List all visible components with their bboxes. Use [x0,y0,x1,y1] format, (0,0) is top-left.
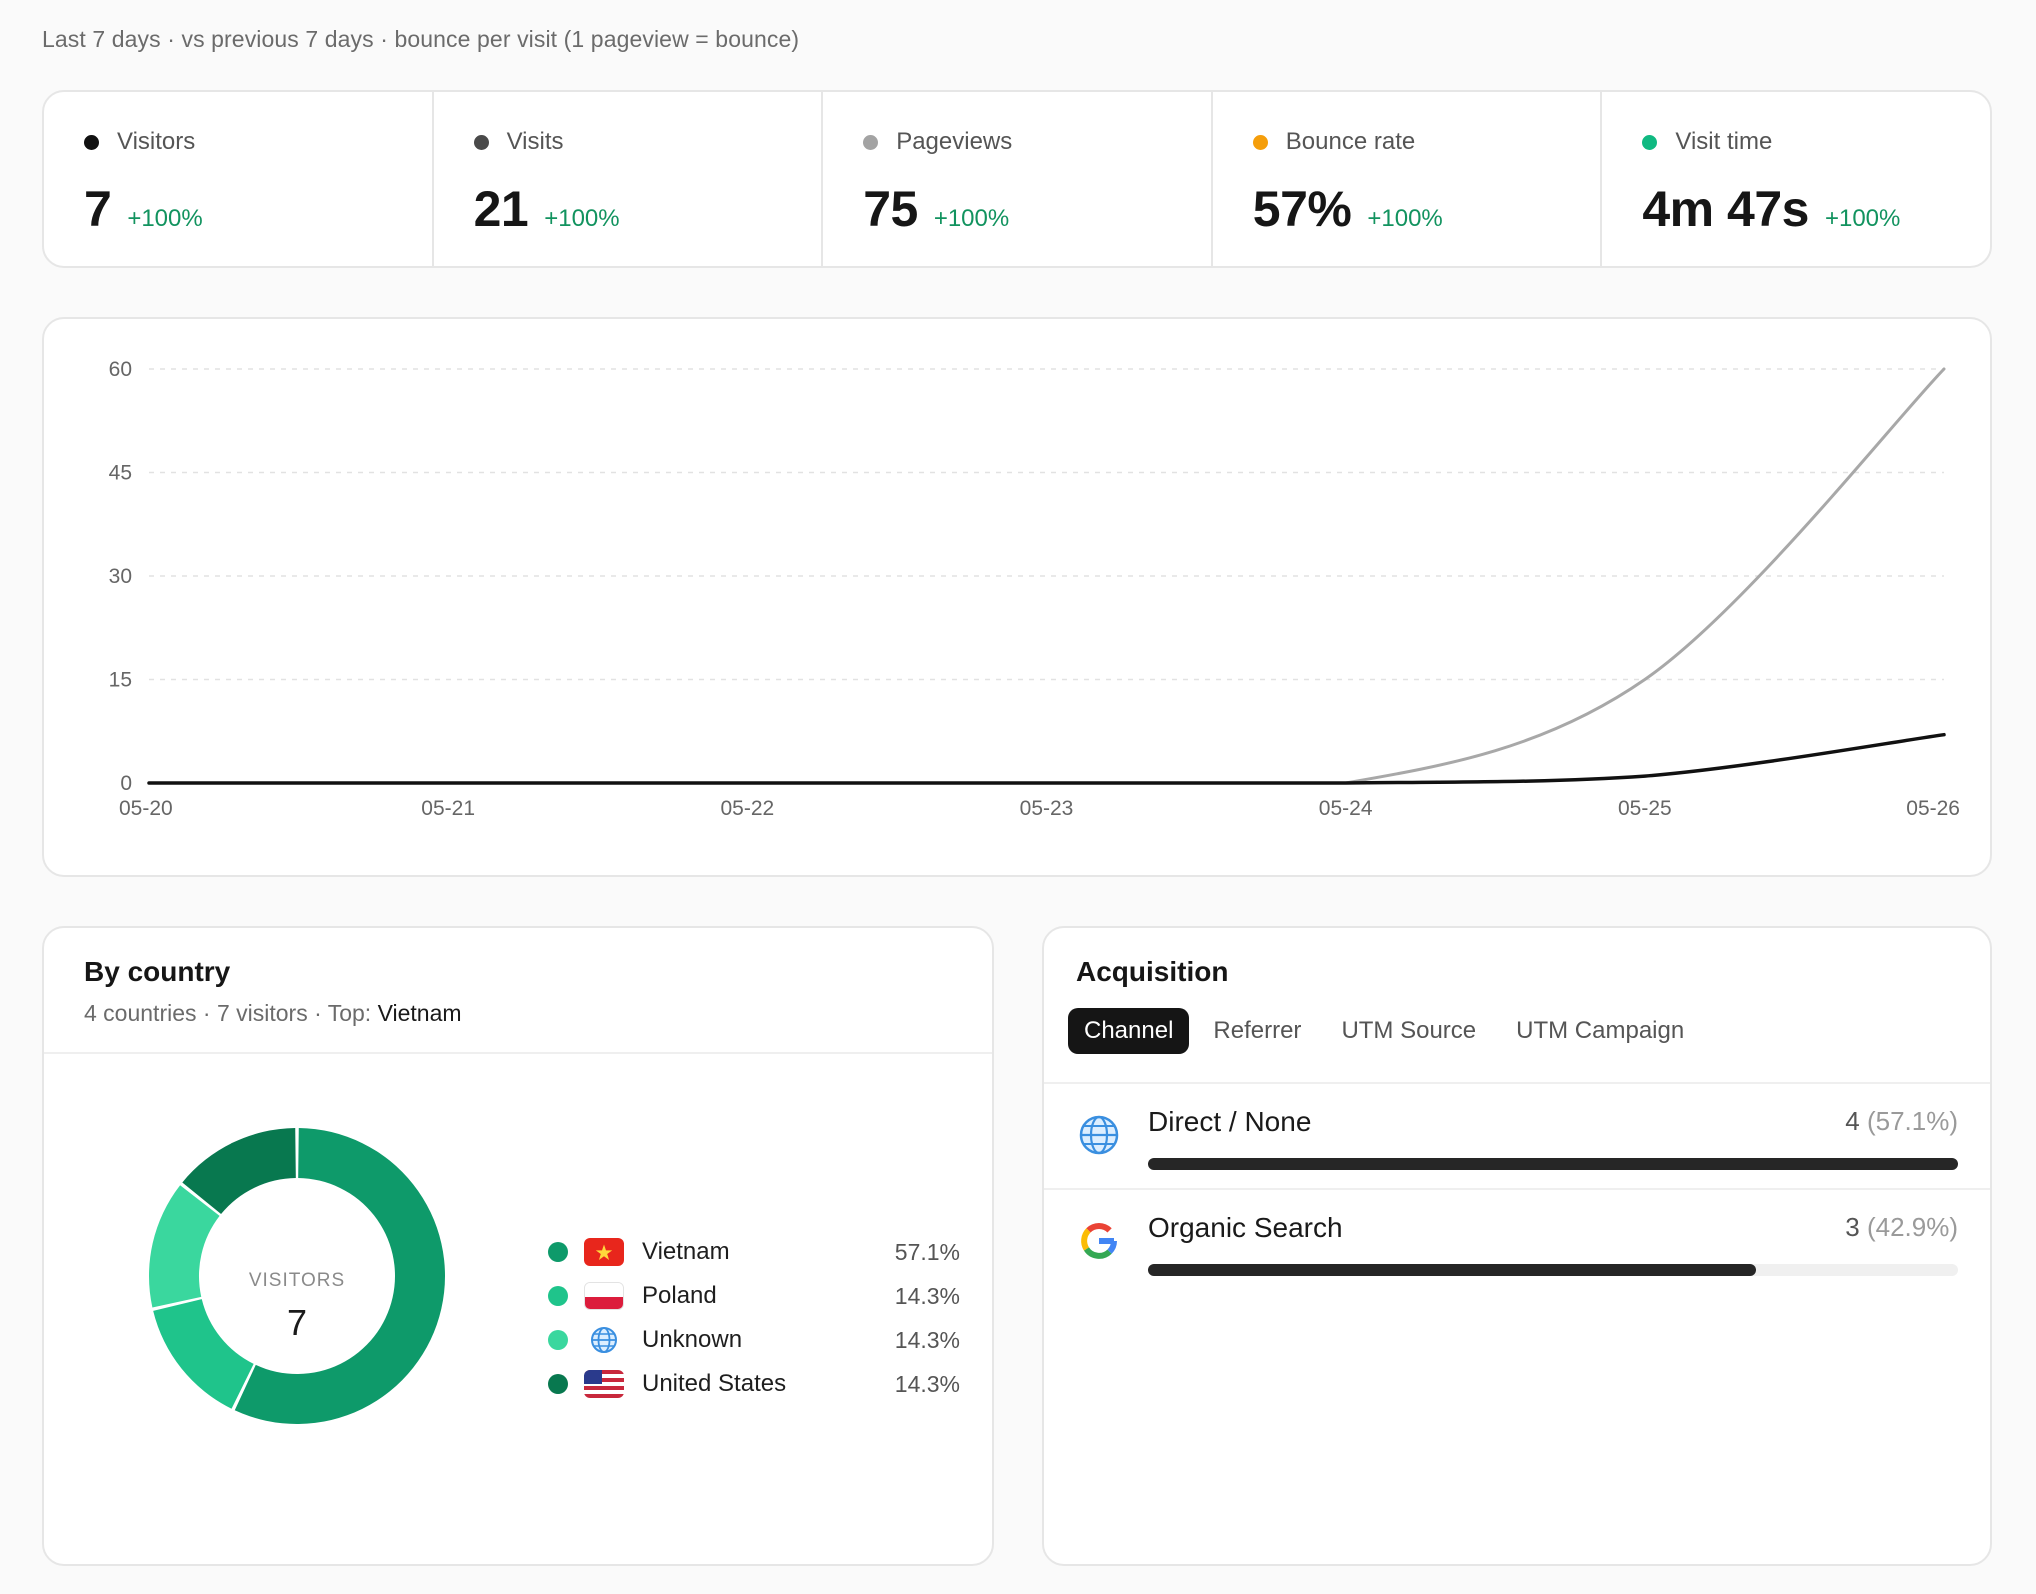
kpi-change: +100% [1824,205,1901,232]
tab-channel[interactable]: Channel [1068,1008,1190,1054]
visitors-dot [84,134,99,150]
legend-pct: 14.3% [894,1326,960,1353]
acquisition-row-direct[interactable]: Direct / None 4 (57.1%) [1044,1084,1990,1190]
kpi-value: 4m 47s [1642,181,1809,237]
legend-pct: 14.3% [894,1370,960,1397]
y-tick-label: 15 [109,669,132,692]
y-tick-label: 45 [109,462,132,485]
google-icon [1081,1223,1117,1259]
kpi-strip: Visitors 7 +100% Visits 21 +100% Pagevie… [42,90,1992,268]
donut-slice-poland[interactable] [153,1299,254,1409]
legend-name: Poland [642,1282,717,1309]
series-line-2 [147,732,1946,785]
kpi-label: Visitors [117,128,196,155]
x-tick-label: 05-24 [1319,797,1373,820]
legend-row-poland[interactable]: Poland 14.3% [548,1274,960,1318]
donut-center-value: 7 [286,1302,308,1343]
poland-flag-icon [584,1282,624,1310]
donut-slice-vietnam[interactable] [234,1128,445,1424]
acquisition-bar-fill [1148,1158,1958,1170]
visit-time-dot [1642,134,1658,150]
donut-slice-united-states[interactable] [182,1128,296,1215]
y-tick-label: 60 [109,358,132,381]
acquisition-row-organic-search[interactable]: Organic Search 3 (42.9%) [1044,1190,1990,1296]
bounce-rate-dot [1252,134,1268,150]
acquisition-bar-track [1148,1264,1958,1276]
acquisition-bar-fill [1148,1264,1756,1276]
donut-center-label: VISITORS [248,1270,346,1291]
vietnam-flag-icon [584,1238,624,1266]
kpi-change: +100% [127,205,203,232]
acquisition-count: 4 (57.1%) [1845,1106,1958,1137]
x-tick-label: 05-22 [720,797,774,820]
kpi-change: +100% [933,205,1010,232]
kpi-pageviews[interactable]: Pageviews 75 +100% [823,92,1213,266]
legend-dot [548,1242,568,1262]
acquisition-count: 3 (42.9%) [1845,1212,1958,1243]
acquisition-tabs: Channel Referrer UTM Source UTM Campaign [1068,1008,1990,1054]
acquisition-count-value: 3 [1845,1212,1860,1242]
legend-name: United States [642,1370,787,1397]
acquisition-count-value: 4 [1845,1106,1860,1136]
x-tick-label: 05-20 [119,797,173,820]
legend-dot [548,1330,568,1350]
kpi-change: +100% [544,205,620,232]
country-legend: Vietnam 57.1% Poland 14.3% Unknown 14.3% [548,1230,960,1406]
y-tick-label: 0 [120,772,132,795]
kpi-visitors[interactable]: Visitors 7 +100% [44,92,434,266]
kpi-label: Visit time [1675,128,1773,155]
kpi-label: Visits [506,128,564,155]
kpi-value: 21 [473,181,529,237]
acquisition-count-pct: (57.1%) [1866,1106,1958,1136]
acquisition-count-pct: (42.9%) [1866,1212,1958,1242]
acquisition-title: Acquisition [1076,956,1229,987]
visits-dot [473,134,489,150]
page-subtitle: Last 7 days · vs previous 7 days · bounc… [42,26,800,52]
kpi-value: 75 [863,181,918,237]
kpi-bounce-rate[interactable]: Bounce rate 57% +100% [1213,92,1603,266]
globe-icon [584,1326,624,1354]
legend-row-united-states[interactable]: United States 14.3% [548,1362,960,1406]
country-title: By country [84,956,231,987]
legend-name: Vietnam [642,1238,730,1265]
series-line-1 [147,367,1946,785]
pageviews-dot [863,134,879,150]
kpi-change: +100% [1367,205,1443,232]
legend-pct: 14.3% [894,1282,960,1309]
legend-row-vietnam[interactable]: Vietnam 57.1% [548,1230,960,1274]
country-donut-chart [149,1128,445,1424]
traffic-line-chart: 0 15 30 45 60 05-20 05-21 05-22 05-23 05-24 05-25 0… [109,358,1960,820]
country-subtitle: 4 countries · 7 visitors · Top: Vietnam [84,1000,992,1027]
legend-dot [548,1374,568,1394]
tab-referrer[interactable]: Referrer [1213,1017,1302,1044]
x-tick-label: 05-21 [421,797,475,820]
united-states-flag-icon [584,1370,624,1398]
traffic-chart-card: 0 15 30 45 60 05-20 05-21 05-22 05-23 05-24 05-25 0… [42,317,1992,877]
tab-utm-source[interactable]: UTM Source [1341,1017,1477,1044]
top-country: Vietnam [377,1000,462,1026]
x-tick-label: 05-23 [1020,797,1074,820]
kpi-visits[interactable]: Visits 21 +100% [434,92,824,266]
kpi-value: 57% [1252,181,1352,237]
acquisition-bar-track [1148,1158,1958,1170]
kpi-visit-time[interactable]: Visit time 4m 47s +100% [1602,92,1990,266]
acquisition-card: Acquisition Channel Referrer UTM Source … [1042,926,1992,1566]
legend-name: Unknown [642,1326,743,1353]
x-tick-label: 05-25 [1618,797,1672,820]
kpi-value: 7 [84,181,112,237]
y-tick-label: 30 [109,565,132,588]
globe-icon [1079,1115,1119,1155]
legend-pct: 57.1% [894,1238,960,1265]
country-summary: 4 countries · 7 visitors · Top: [84,1000,372,1026]
legend-dot [548,1286,568,1306]
country-card: By country 4 countries · 7 visitors · To… [42,926,994,1566]
kpi-label: Pageviews [896,128,1013,155]
acquisition-name: Organic Search [1148,1212,1343,1243]
x-tick-label: 05-26 [1906,797,1960,820]
legend-row-unknown[interactable]: Unknown 14.3% [548,1318,960,1362]
kpi-label: Bounce rate [1285,128,1416,155]
tab-utm-campaign[interactable]: UTM Campaign [1516,1017,1685,1044]
donut-slice-unknown[interactable] [149,1185,220,1308]
acquisition-name: Direct / None [1148,1106,1312,1137]
